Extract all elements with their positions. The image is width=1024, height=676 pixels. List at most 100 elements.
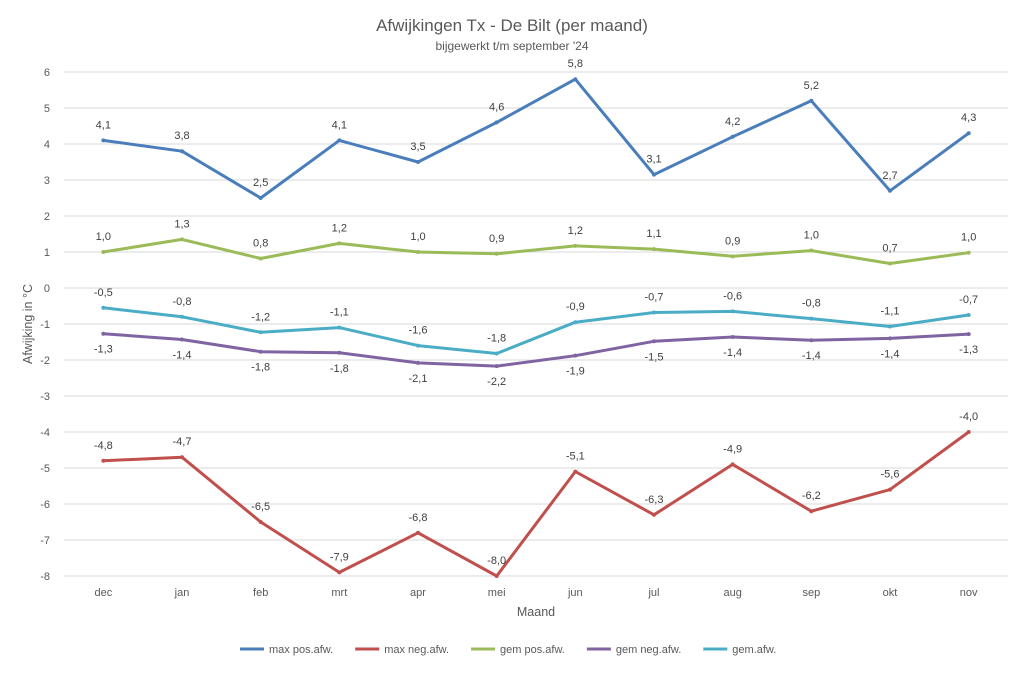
data-point [888, 188, 892, 193]
series-lines [101, 77, 971, 578]
x-tick-label: aug [723, 587, 741, 599]
data-point [730, 309, 735, 314]
data-label: -1,3 [94, 344, 113, 356]
legend-item: gem neg.afw. [586, 644, 681, 656]
data-point [101, 458, 106, 463]
data-label: 4,3 [961, 112, 976, 124]
data-point [337, 241, 342, 246]
y-tick-label: -5 [40, 463, 50, 475]
y-tick-label: 2 [44, 211, 50, 223]
data-label: 0,7 [882, 243, 897, 255]
series-line [101, 237, 971, 265]
data-point [101, 305, 106, 310]
data-label: 1,3 [174, 218, 189, 230]
data-label: 1,0 [961, 232, 976, 244]
data-point [494, 574, 499, 578]
gridlines [64, 71, 1008, 577]
data-point [809, 248, 814, 253]
y-tick-label: 5 [44, 103, 50, 115]
data-point [573, 469, 578, 474]
data-point [337, 350, 342, 355]
data-label: -1,4 [173, 349, 192, 361]
data-label: 1,0 [410, 231, 425, 243]
data-point [809, 98, 814, 103]
data-label: -1,4 [881, 348, 900, 360]
y-tick-label: -3 [40, 391, 50, 403]
chart-title: Afwijkingen Tx - De Bilt (per maand) [376, 16, 648, 35]
data-point [809, 316, 814, 321]
data-point [337, 570, 342, 575]
legend-item: gem pos.afw. [471, 644, 565, 656]
data-label: 0,9 [725, 235, 740, 247]
x-tick-label: mei [488, 587, 506, 599]
data-label: -8,0 [487, 555, 506, 567]
data-label: 1,2 [568, 225, 583, 237]
y-tick-label: -6 [40, 499, 50, 511]
data-point [416, 530, 420, 535]
data-point [966, 332, 971, 337]
legend-item: max neg.afw. [355, 644, 449, 656]
series-line [101, 77, 971, 200]
data-point [337, 325, 342, 330]
data-point [730, 334, 735, 339]
data-label: 3,1 [646, 154, 661, 166]
data-label: -1,4 [802, 350, 821, 362]
data-label: -6,5 [251, 501, 270, 513]
data-label: 1,0 [96, 231, 111, 243]
data-point [494, 120, 499, 125]
x-tick-label: mrt [331, 587, 347, 599]
data-label: -1,8 [330, 363, 349, 375]
data-label: -1,8 [487, 333, 506, 345]
data-label: 3,5 [410, 141, 425, 153]
data-label: -1,4 [723, 347, 742, 359]
data-point [180, 237, 184, 242]
data-point [337, 138, 342, 143]
data-point [730, 462, 735, 467]
y-tick-label: -1 [40, 319, 50, 331]
y-tick-label: 1 [44, 247, 50, 259]
data-label: -6,2 [802, 490, 821, 502]
data-point [180, 314, 184, 319]
y-tick-label: -2 [40, 355, 50, 367]
data-point [652, 247, 656, 252]
legend-label: max pos.afw. [269, 644, 333, 656]
data-label: -6,3 [645, 494, 664, 506]
data-label: 0,8 [253, 237, 268, 249]
y-tick-label: -4 [40, 427, 50, 439]
data-point [652, 172, 656, 177]
x-tick-label: feb [253, 587, 268, 599]
data-label: -2,2 [487, 376, 506, 388]
legend-label: gem.afw. [732, 644, 776, 656]
data-point [258, 330, 263, 335]
data-point [573, 77, 578, 82]
data-point [416, 360, 420, 365]
data-point [416, 343, 420, 348]
data-point [652, 339, 656, 344]
x-tick-label: jan [174, 587, 190, 599]
data-point [809, 509, 814, 514]
y-tick-label: 6 [44, 67, 50, 79]
x-tick-label: dec [94, 587, 112, 599]
x-tick-label: okt [883, 587, 898, 599]
chart-subtitle: bijgewerkt t/m september '24 [435, 39, 588, 53]
data-label: 1,1 [646, 228, 661, 240]
data-point [573, 353, 578, 358]
y-tick-label: 0 [44, 283, 50, 295]
data-point [258, 349, 263, 354]
y-tick-label: 3 [44, 175, 50, 187]
x-tick-label: jun [567, 587, 583, 599]
data-label: -1,8 [251, 362, 270, 374]
x-tick-label: nov [960, 587, 978, 599]
x-axis-label: Maand [517, 605, 555, 619]
data-point [494, 364, 499, 369]
data-point [888, 487, 892, 492]
data-point [180, 149, 184, 154]
data-label: 5,2 [804, 80, 819, 92]
data-label: -0,9 [566, 301, 585, 313]
series-line [101, 332, 971, 368]
data-point [494, 251, 499, 256]
data-label: -4,0 [959, 411, 978, 423]
data-point [258, 256, 263, 261]
legend-item: max pos.afw. [240, 644, 333, 656]
legend-label: max neg.afw. [384, 644, 449, 656]
